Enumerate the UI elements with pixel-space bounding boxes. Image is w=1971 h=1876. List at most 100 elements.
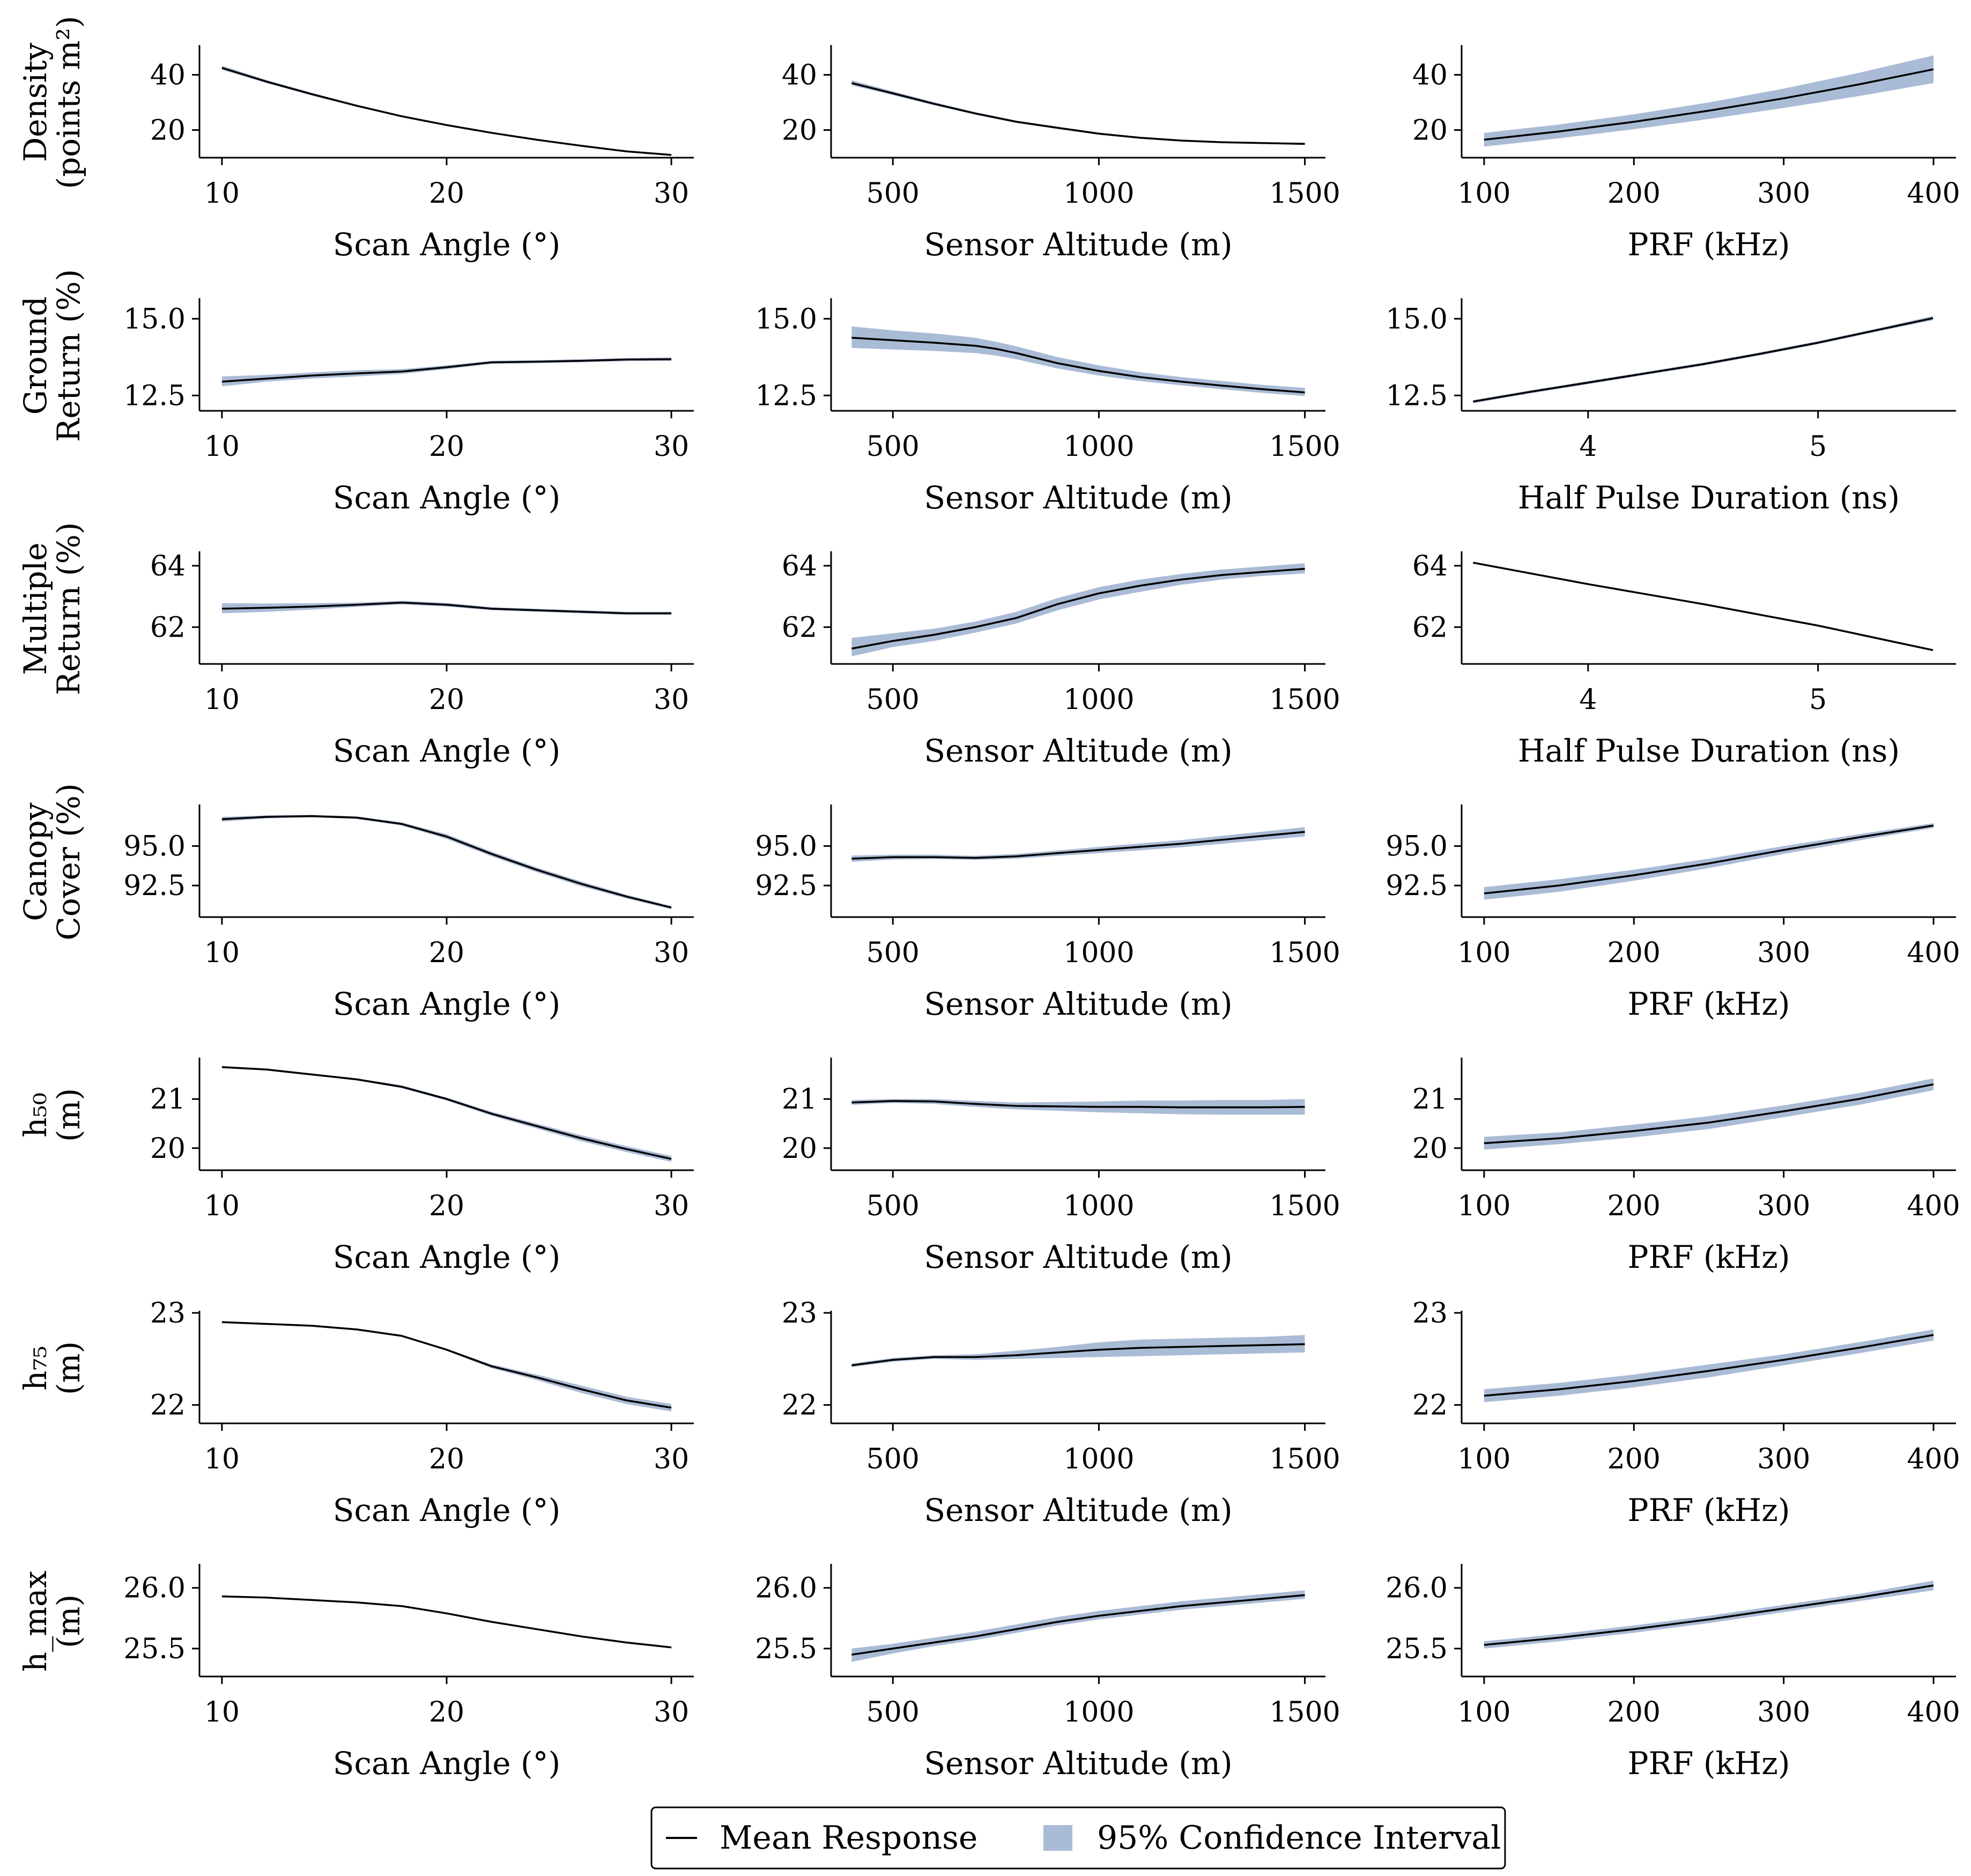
- mean-line: [851, 1343, 1305, 1367]
- panel-r5-c0: 10 20 30 22 23 Scan Angle (°) h₇₅(m): [17, 1297, 694, 1528]
- panel-r5-c2: 100 200 300 400 22 23 PRF (kHz): [1412, 1297, 1960, 1528]
- y-axis-label: Return (%): [50, 522, 87, 696]
- x-tick-label: 100: [1457, 1696, 1510, 1729]
- y-tick-label: 95.0: [123, 831, 186, 863]
- x-tick-label: 1500: [1269, 1443, 1340, 1475]
- panel-r1-c2: 4 5 12.5 15.0 Half Pulse Duration (ns): [1385, 298, 1956, 516]
- x-axis-label: Scan Angle (°): [333, 479, 561, 516]
- panel-r2-c2: 4 5 62 64 Half Pulse Duration (ns): [1412, 550, 1956, 769]
- y-tick-label: 20: [1412, 1133, 1448, 1165]
- panel-r3-c2: 100 200 300 400 92.5 95.0 PRF (kHz): [1385, 804, 1960, 1022]
- x-axis-label: Sensor Altitude (m): [924, 1239, 1232, 1275]
- x-tick-label: 1500: [1269, 937, 1340, 969]
- confidence-band: [1484, 823, 1934, 900]
- confidence-band: [1484, 55, 1934, 147]
- legend-band-label: 95% Confidence Interval: [1097, 1819, 1501, 1857]
- x-axis-label: Half Pulse Duration (ns): [1518, 479, 1900, 516]
- x-tick-label: 20: [429, 1443, 464, 1475]
- y-tick-label: 23: [1412, 1297, 1448, 1330]
- x-tick-label: 20: [429, 431, 464, 463]
- confidence-band: [851, 80, 1305, 145]
- y-tick-label: 20: [782, 1133, 817, 1165]
- x-axis-label: Sensor Altitude (m): [924, 986, 1232, 1022]
- x-axis-label: PRF (kHz): [1628, 1492, 1790, 1528]
- panel-r0-c1: 500 1000 1500 20 40 Sensor Altitude (m): [782, 45, 1340, 263]
- y-tick-label: 25.5: [123, 1633, 186, 1665]
- mean-line: [221, 1595, 672, 1649]
- mean-line: [851, 831, 1305, 860]
- mean-line: [1484, 68, 1934, 141]
- panel-r4-c2: 100 200 300 400 20 21 PRF (kHz): [1412, 1058, 1960, 1275]
- y-tick-label: 21: [1412, 1083, 1448, 1116]
- y-axis-label: h_max: [17, 1571, 54, 1672]
- y-tick-label: 25.5: [755, 1633, 817, 1665]
- x-tick-label: 30: [654, 937, 689, 969]
- x-tick-label: 100: [1457, 178, 1510, 210]
- y-axis-label: (points m²): [50, 16, 87, 189]
- x-tick-label: 4: [1579, 684, 1597, 716]
- confidence-band: [851, 1590, 1305, 1662]
- x-tick-label: 400: [1907, 178, 1960, 210]
- confidence-band: [851, 827, 1305, 862]
- x-tick-label: 20: [429, 937, 464, 969]
- x-tick-label: 20: [429, 684, 464, 716]
- x-tick-label: 1500: [1269, 1190, 1340, 1222]
- x-axis-label: PRF (kHz): [1628, 1745, 1790, 1782]
- mean-line: [1473, 562, 1933, 652]
- confidence-band: [1484, 1078, 1934, 1150]
- panel-r4-c0: 10 20 30 20 21 Scan Angle (°) h₅₀(m): [17, 1058, 694, 1275]
- y-tick-label: 23: [150, 1297, 186, 1330]
- panel-r1-c0: 10 20 30 12.5 15.0 Scan Angle (°) GroundReturn…: [17, 269, 694, 516]
- x-axis-label: PRF (kHz): [1628, 986, 1790, 1022]
- mean-line: [851, 1594, 1305, 1656]
- x-tick-label: 400: [1907, 1696, 1960, 1729]
- x-tick-label: 1000: [1063, 431, 1134, 463]
- x-tick-label: 300: [1757, 1190, 1810, 1222]
- confidence-band: [1484, 1580, 1934, 1649]
- panel-r0-c0: 10 20 30 20 40 Scan Angle (°) Density(points m…: [17, 16, 694, 263]
- x-tick-label: 400: [1907, 937, 1960, 969]
- x-axis-label: Sensor Altitude (m): [924, 479, 1232, 516]
- x-axis-label: Scan Angle (°): [333, 1745, 561, 1782]
- panel-r0-c2: 100 200 300 400 20 40 PRF (kHz): [1412, 45, 1960, 263]
- mean-line: [221, 1066, 672, 1160]
- y-tick-label: 22: [782, 1390, 817, 1422]
- y-axis-label: Canopy: [17, 802, 54, 921]
- x-tick-label: 20: [429, 178, 464, 210]
- x-tick-label: 1500: [1269, 1696, 1340, 1729]
- y-tick-label: 64: [782, 550, 817, 582]
- mean-line: [851, 1100, 1305, 1109]
- x-tick-label: 10: [204, 937, 240, 969]
- x-tick-label: 10: [204, 684, 240, 716]
- y-tick-label: 15.0: [1385, 303, 1448, 335]
- mean-line: [1484, 1334, 1934, 1397]
- x-tick-label: 100: [1457, 1443, 1510, 1475]
- x-tick-label: 1000: [1063, 178, 1134, 210]
- x-tick-label: 1500: [1269, 178, 1340, 210]
- y-tick-label: 15.0: [123, 303, 186, 335]
- panel-r4-c1: 500 1000 1500 20 21 Sensor Altitude (m): [782, 1058, 1340, 1275]
- x-tick-label: 400: [1907, 1190, 1960, 1222]
- y-tick-label: 23: [782, 1297, 817, 1330]
- y-axis-label: Density: [17, 42, 54, 162]
- x-tick-label: 1000: [1063, 1696, 1134, 1729]
- mean-line: [1484, 1584, 1934, 1646]
- legend-frame: [650, 1806, 1506, 1870]
- x-tick-label: 5: [1809, 684, 1827, 716]
- y-tick-label: 21: [150, 1083, 186, 1116]
- x-tick-label: 1000: [1063, 1443, 1134, 1475]
- y-tick-label: 25.5: [1385, 1633, 1448, 1665]
- x-tick-label: 300: [1757, 1696, 1810, 1729]
- confidence-band: [221, 65, 672, 156]
- y-tick-label: 20: [150, 1133, 186, 1165]
- x-tick-label: 100: [1457, 1190, 1510, 1222]
- y-tick-label: 64: [150, 550, 186, 582]
- x-axis-label: Scan Angle (°): [333, 986, 561, 1022]
- x-tick-label: 300: [1757, 178, 1810, 210]
- x-tick-label: 20: [429, 1190, 464, 1222]
- x-tick-label: 30: [654, 1696, 689, 1729]
- x-tick-label: 400: [1907, 1443, 1960, 1475]
- mean-line: [851, 82, 1305, 145]
- x-axis-label: Sensor Altitude (m): [924, 226, 1232, 263]
